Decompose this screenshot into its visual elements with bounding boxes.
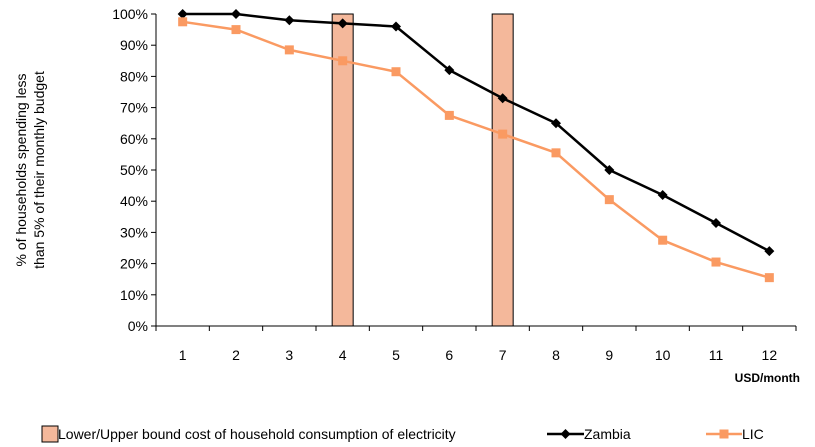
zambia-point (391, 21, 401, 32)
zambia-point (284, 15, 295, 26)
lic-point (498, 129, 508, 139)
y-tick-label: 70% (120, 100, 148, 116)
zambia-point (337, 18, 348, 29)
y-axis-title-line-1: % of households spending less (13, 73, 29, 266)
x-tick-label: 6 (445, 347, 453, 363)
lic-point (391, 67, 401, 77)
zambia-point (604, 165, 615, 175)
x-tick-label: 7 (499, 347, 507, 363)
y-tick-label: 40% (120, 193, 148, 209)
zambia-point (711, 218, 721, 229)
legend-bounds-label: Lower/Upper bound cost of household cons… (58, 426, 456, 442)
x-tick-label: 1 (179, 347, 187, 363)
legend: Lower/Upper bound cost of household cons… (41, 425, 764, 443)
legend-zambia-label: Zambia (584, 426, 631, 442)
x-tick-label: 5 (392, 347, 400, 363)
zambia-point (444, 65, 455, 76)
x-tick-label: 2 (232, 347, 240, 363)
zambia-point (657, 189, 668, 200)
y-tick-label: 90% (120, 37, 148, 53)
zambia-point (497, 93, 508, 104)
y-tick-label: 50% (120, 162, 148, 178)
lic-point (284, 45, 294, 55)
x-tick-label: 3 (285, 347, 293, 363)
zambia-point (231, 9, 241, 19)
y-tick-label: 20% (120, 256, 148, 272)
lic-point (231, 25, 241, 35)
lic-point (551, 148, 561, 158)
x-tick-label: 10 (655, 347, 671, 363)
x-tick-label: 9 (605, 347, 613, 363)
legend-lic-marker (719, 429, 729, 439)
y-tick-label: 30% (120, 224, 148, 240)
legend-lic-label: LIC (742, 426, 764, 442)
zambia-point (551, 118, 561, 129)
lic-point (178, 17, 188, 27)
x-tick-label: 11 (709, 347, 724, 363)
lic-point (764, 273, 774, 283)
x-tick-label: 8 (552, 347, 560, 363)
legend-zambia-marker (560, 429, 571, 439)
y-axis-title-line-2: than 5% of their monthly budget (31, 71, 47, 269)
y-axis-title: % of households spending less than 5% of… (13, 71, 47, 269)
x-axis-title: USD/month (735, 371, 800, 385)
x-tick-label: 4 (339, 347, 347, 363)
lic-point (711, 257, 721, 267)
y-tick-label: 80% (120, 68, 148, 84)
y-tick-label: 0% (128, 318, 148, 334)
y-tick-label: 10% (120, 287, 148, 303)
lic-point (658, 235, 668, 245)
tick-labels: 0%10%20%30%40%50%60%70%80%90%100%1 2 3 4 5 6 7… (112, 6, 777, 363)
zambia-point (177, 9, 188, 19)
lic-point (444, 110, 454, 120)
legend-bounds-swatch (41, 425, 59, 443)
zambia-point (764, 246, 775, 257)
y-tick-label: 100% (112, 6, 148, 22)
series-lines (177, 9, 775, 283)
bounds-bars (331, 13, 514, 327)
lic-line (182, 20, 770, 279)
lic-point (604, 195, 614, 205)
x-tick-label: 12 (762, 347, 778, 363)
lic-point (338, 56, 348, 66)
axes (151, 13, 797, 331)
bound-bar-7 (491, 13, 514, 327)
zambia-line (182, 12, 770, 253)
y-tick-label: 60% (120, 131, 148, 147)
